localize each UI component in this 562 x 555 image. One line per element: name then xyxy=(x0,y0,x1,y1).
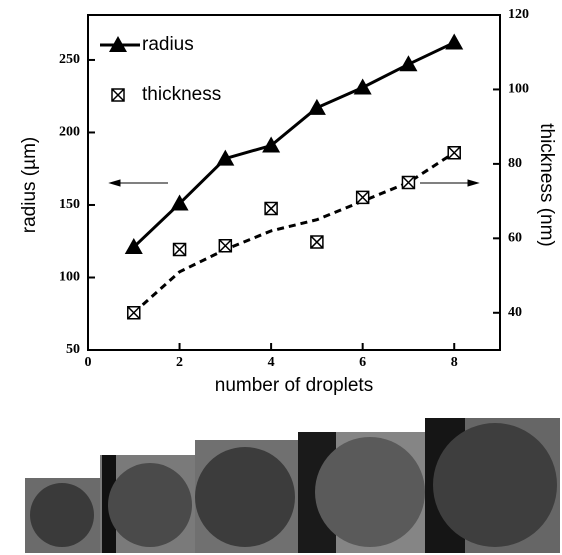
plot-frame xyxy=(87,14,501,351)
marker-box-x xyxy=(127,306,141,320)
legend-marker xyxy=(109,36,127,52)
marker-triangle xyxy=(353,78,372,95)
marker-box-x xyxy=(355,190,370,205)
y-tick-label: 50 xyxy=(66,342,80,357)
legend-label: radius xyxy=(142,34,194,55)
marker-box-x xyxy=(310,235,324,249)
y2-tick-label: 80 xyxy=(508,156,522,171)
arrow-head xyxy=(108,179,121,187)
y2-tick-label: 40 xyxy=(508,305,522,320)
marker-triangle xyxy=(216,149,235,166)
photo-droplet xyxy=(195,447,295,547)
arrows xyxy=(108,179,480,187)
y-tick-label: 200 xyxy=(59,125,80,140)
y-tick-label: 100 xyxy=(59,270,80,285)
x-tick-label: 0 xyxy=(85,355,92,370)
marker-triangle xyxy=(399,55,418,72)
photo-droplet xyxy=(30,483,94,547)
y2-tick-label: 100 xyxy=(508,82,529,97)
photo-droplet xyxy=(315,437,425,547)
y-tick-label: 250 xyxy=(59,52,80,67)
y-axis-label: radius (µm) xyxy=(19,137,40,233)
y2-tick-label: 120 xyxy=(508,7,529,22)
photo-droplet xyxy=(108,463,192,547)
marker-triangle xyxy=(445,33,464,50)
y2-tick-label: 60 xyxy=(508,231,522,246)
marker-triangle xyxy=(307,98,326,115)
series-line xyxy=(132,41,455,249)
marker-box-x xyxy=(447,145,461,160)
y2-axis-label: thickness (nm) xyxy=(536,123,557,247)
x-tick-label: 8 xyxy=(451,355,458,370)
marker-triangle xyxy=(170,194,189,211)
marker-box-x xyxy=(401,175,416,190)
photo-strip xyxy=(25,418,560,553)
legend-label: thickness xyxy=(142,84,221,105)
trend-line xyxy=(132,151,456,314)
legend-marker xyxy=(111,88,125,102)
marker-box-x xyxy=(172,242,187,257)
x-tick-label: 6 xyxy=(359,355,366,370)
arrow-head xyxy=(467,179,480,187)
x-tick-label: 4 xyxy=(268,355,275,370)
photo-droplet xyxy=(433,423,557,547)
marker-box-x xyxy=(218,239,233,253)
y-tick-label: 150 xyxy=(59,197,80,212)
marker-triangle xyxy=(124,238,143,255)
x-tick-label: 2 xyxy=(176,355,183,370)
marker-box-x xyxy=(264,201,278,216)
x-axis-label: number of droplets xyxy=(215,375,373,396)
marker-triangle xyxy=(262,136,281,153)
